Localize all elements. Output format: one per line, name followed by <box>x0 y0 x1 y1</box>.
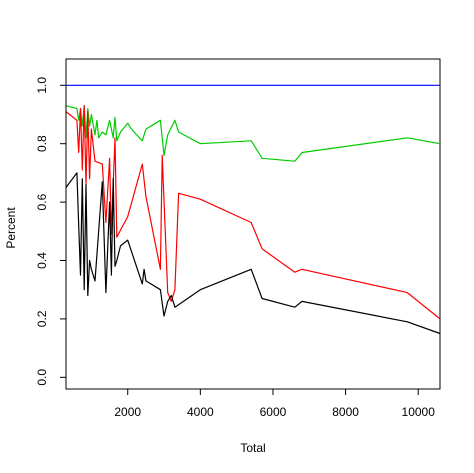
x-axis-label: Total <box>240 441 265 455</box>
x-tick-label: 6000 <box>260 405 287 419</box>
y-tick-label: 0.0 <box>35 369 49 386</box>
y-tick-label: 1.0 <box>35 77 49 94</box>
x-tick-label: 2000 <box>114 405 141 419</box>
y-tick-label: 0.8 <box>35 135 49 152</box>
series-layer <box>65 84 441 335</box>
series-line-red <box>65 105 441 320</box>
x-axis: 2000 4000 6000 8000 10000 <box>114 388 436 419</box>
y-tick-label: 0.4 <box>35 252 49 269</box>
series-line-black <box>65 172 441 335</box>
x-tick-label: 4000 <box>187 405 214 419</box>
x-tick-label: 8000 <box>332 405 359 419</box>
y-axis-label: Percent <box>4 207 18 249</box>
x-tick-label: 10000 <box>402 405 436 419</box>
y-axis: 0.0 0.2 0.4 0.6 0.8 1.0 <box>35 77 67 386</box>
plot-frame <box>65 58 441 390</box>
y-tick-label: 0.6 <box>35 193 49 210</box>
series-line-green <box>65 105 441 162</box>
y-tick-label: 0.2 <box>35 310 49 327</box>
